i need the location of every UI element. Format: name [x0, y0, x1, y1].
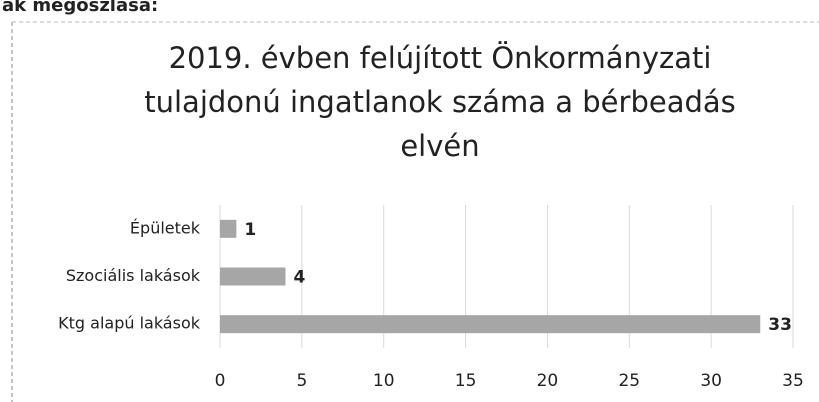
x-tick-label: 5 — [296, 371, 307, 391]
x-tick-label: 30 — [700, 371, 722, 391]
y-tick-label: Ktg alapú lakások — [58, 314, 201, 333]
data-label: 4 — [293, 268, 305, 288]
y-tick-label: Szociális lakások — [66, 266, 201, 285]
x-tick-label: 15 — [455, 371, 477, 391]
page-fragment: ak megoszlása: — [2, 0, 158, 16]
bar — [220, 315, 761, 334]
chart-title: tulajdonú ingatlanok száma a bérbeadás — [144, 85, 736, 119]
x-tick-label: 35 — [782, 371, 804, 391]
data-label: 33 — [768, 315, 792, 335]
y-tick-label: Épületek — [130, 218, 201, 237]
chart-title: elvén — [400, 129, 479, 163]
x-tick-label: 0 — [215, 371, 226, 391]
x-tick-label: 25 — [618, 371, 640, 391]
data-label: 1 — [244, 220, 256, 240]
bar — [220, 267, 286, 286]
x-tick-label: 20 — [537, 371, 559, 391]
x-tick-label: 10 — [373, 371, 395, 391]
bar — [220, 219, 237, 238]
chart-title: 2019. évben felújított Önkormányzati — [169, 41, 712, 75]
